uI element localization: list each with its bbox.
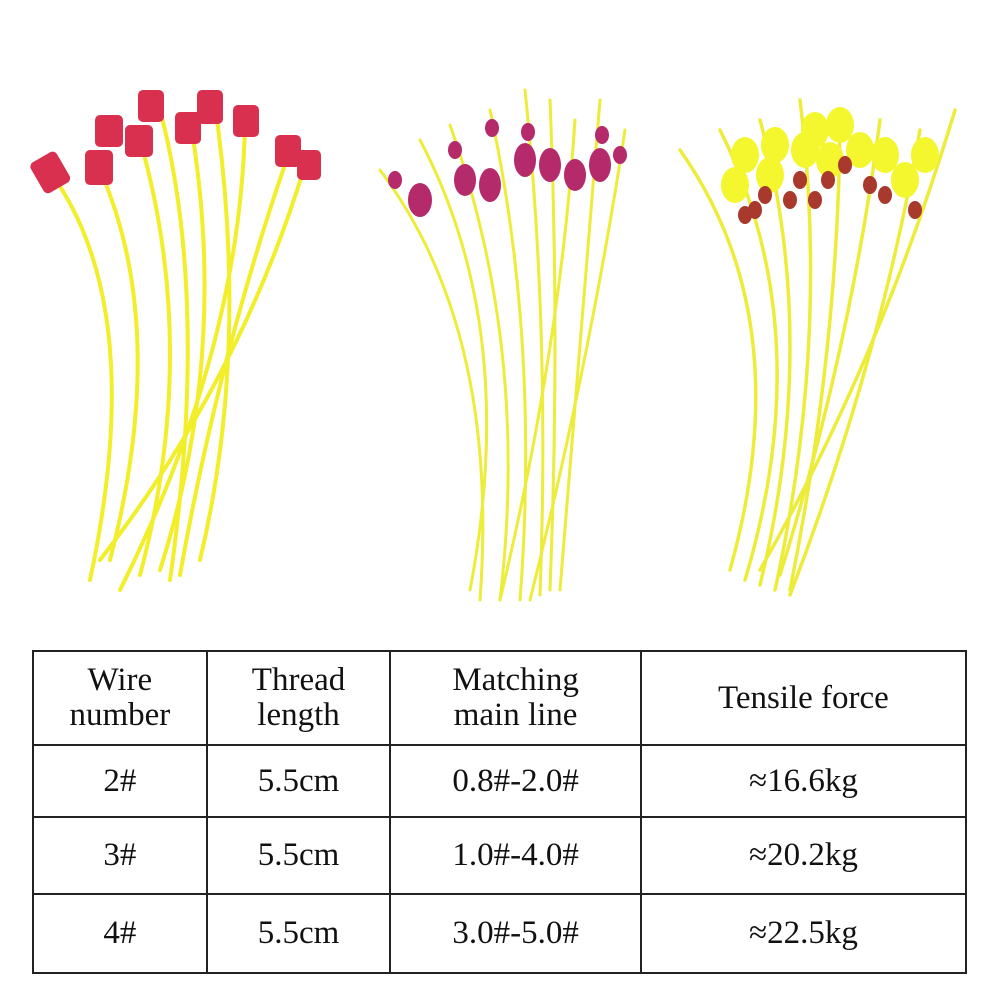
bead — [748, 201, 762, 219]
bead — [838, 156, 852, 174]
line — [43, 163, 114, 582]
table-cell: 5.5cm — [205, 816, 392, 895]
line — [488, 108, 528, 602]
bead — [408, 183, 432, 217]
line-cluster-1 — [43, 103, 307, 592]
bead — [564, 159, 586, 191]
line — [378, 168, 485, 602]
table-cell: 4# — [32, 893, 208, 974]
bead — [878, 186, 892, 204]
table-cell: 5.5cm — [205, 893, 392, 974]
table-cell: ≈16.6kg — [639, 744, 968, 818]
header-text: number — [69, 697, 171, 733]
sleeve — [275, 135, 301, 167]
line — [678, 148, 758, 572]
float — [871, 137, 899, 173]
bead — [783, 191, 797, 209]
line — [178, 148, 292, 577]
sleeve — [95, 115, 123, 147]
bead — [758, 186, 772, 204]
sleeve — [297, 150, 321, 180]
float — [731, 137, 759, 173]
float — [816, 142, 844, 178]
bead — [589, 148, 611, 182]
header-cell: Matching main line — [389, 650, 642, 746]
bead — [821, 171, 835, 189]
table-cell: 3# — [32, 816, 208, 895]
line — [98, 168, 140, 562]
bead — [863, 176, 877, 194]
float — [721, 167, 749, 203]
float — [846, 132, 874, 168]
line — [158, 118, 207, 572]
sleeve — [30, 151, 71, 194]
sleeve — [125, 125, 153, 157]
line-cluster-2 — [378, 88, 627, 602]
bead — [808, 191, 822, 209]
header-cell: Wire number — [32, 650, 208, 746]
bead — [454, 164, 476, 196]
line — [528, 128, 627, 602]
table-cell: 2# — [32, 744, 208, 818]
table-body: 2# 5.5cm 0.8#-2.0# ≈16.6kg 3# 5.5cm 1.0#-4.0# ≈… — [32, 744, 968, 974]
sleeve — [175, 112, 201, 144]
line — [758, 108, 957, 572]
float — [801, 112, 829, 148]
table-row: 4# 5.5cm 3.0#-5.0# ≈22.5kg — [32, 893, 968, 974]
header-text: length — [257, 697, 340, 733]
table-cell: ≈20.2kg — [639, 816, 968, 895]
float — [756, 157, 784, 193]
bead — [388, 171, 402, 189]
line — [158, 108, 190, 582]
sleeve — [138, 90, 164, 122]
header-text: Thread — [251, 662, 346, 698]
header-row: Wire number Thread length Matching main line T… — [32, 650, 968, 746]
float — [761, 127, 789, 163]
table-row: 3# 5.5cm 1.0#-4.0# ≈20.2kg — [32, 816, 968, 895]
float — [911, 137, 939, 173]
floats-cluster-3 — [721, 107, 939, 224]
header-cell: Thread length — [205, 650, 392, 746]
sleeves-cluster-1 — [30, 90, 321, 194]
sleeve — [233, 105, 259, 137]
table-row: 2# 5.5cm 0.8#-2.0# ≈16.6kg — [32, 744, 968, 818]
sleeve — [197, 90, 223, 124]
bead — [485, 119, 499, 137]
bead — [479, 168, 501, 202]
bead — [521, 123, 535, 141]
bead — [514, 143, 536, 177]
line — [118, 123, 247, 592]
table-cell: 5.5cm — [205, 744, 392, 818]
header-cell: Tensile force — [639, 650, 968, 746]
bead — [908, 201, 922, 219]
line — [198, 103, 232, 562]
beads-cluster-2 — [388, 119, 627, 217]
line — [418, 138, 489, 592]
bead — [448, 141, 462, 159]
line — [98, 163, 307, 562]
bead — [613, 146, 627, 164]
float — [891, 162, 919, 198]
header-text: Tensile force — [717, 679, 889, 716]
table-cell: 1.0#-4.0# — [389, 816, 642, 895]
header-text: Matching — [452, 662, 579, 698]
bead — [595, 126, 609, 144]
sleeve — [85, 150, 113, 185]
product-photo — [30, 88, 957, 602]
header-text: main line — [453, 697, 578, 733]
table-cell: 0.8#-2.0# — [389, 744, 642, 818]
spec-table: Wire number Thread length Matching main line T… — [32, 650, 968, 974]
bead — [793, 171, 807, 189]
bead — [539, 148, 561, 182]
float — [826, 107, 854, 143]
header-text: Wire — [87, 662, 153, 698]
table-cell: 3.0#-5.0# — [389, 893, 642, 974]
table-cell: ≈22.5kg — [639, 893, 968, 974]
